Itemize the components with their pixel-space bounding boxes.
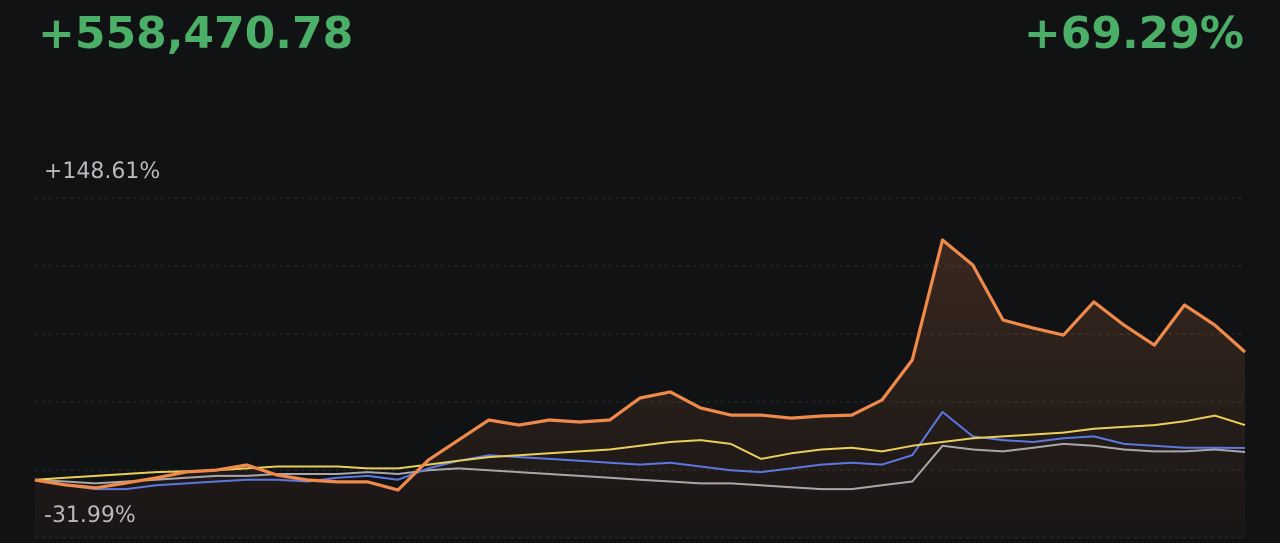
series-line — [34, 410, 1246, 491]
y-tick-label: +148.61% — [44, 159, 160, 184]
area — [35, 240, 1245, 538]
series-line — [34, 442, 1246, 491]
series-line — [34, 414, 1246, 481]
series-line — [34, 238, 1247, 492]
total-gain: +558,470.78 — [38, 8, 354, 59]
gain-percent: +69.29% — [1023, 8, 1244, 59]
